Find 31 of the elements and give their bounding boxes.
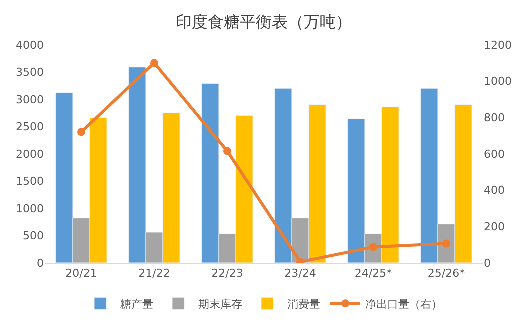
x-tick-label: 20/21 [66, 267, 98, 280]
point [78, 128, 86, 136]
y2-tick-label: 200 [484, 220, 505, 234]
chart-title: 印度食糖平衡表（万吨） [176, 12, 352, 32]
y2-tick-label: 1200 [484, 38, 512, 52]
point [150, 59, 158, 68]
y2-tick-label: 400 [484, 184, 505, 198]
y-tick-label: 2000 [16, 148, 44, 161]
x-tick-label: 24/25* [354, 267, 393, 280]
y-tick-label: 3500 [16, 66, 44, 80]
y-tick-label: 0 [37, 256, 44, 270]
x-tick-label: 22/23 [212, 267, 244, 280]
y-tick-label: 3000 [16, 93, 44, 106]
legend-label: 消费量 [288, 298, 320, 311]
y-tick-label: 500 [23, 230, 44, 243]
y2-tick-label: 0 [484, 256, 491, 270]
y-tick-label: 4000 [16, 38, 44, 52]
x-tick-label: 23/24 [284, 267, 316, 280]
y-tick-label: 1500 [16, 175, 44, 188]
legend-label: 净出口量（右） [366, 298, 442, 311]
point [224, 147, 232, 156]
legend-label: 糖产量 [120, 298, 154, 311]
legend-label: 期末库存 [198, 298, 242, 311]
y2-tick-label: 600 [484, 148, 505, 161]
y2-tick-label: 1000 [484, 75, 512, 88]
y2-tick-label: 800 [484, 112, 505, 125]
y-tick-label: 2500 [16, 120, 44, 134]
point [442, 240, 450, 248]
x-tick-label: 21/22 [138, 267, 170, 280]
x-tick-label: 25/26* [428, 267, 466, 280]
y-tick-label: 1000 [16, 202, 44, 216]
